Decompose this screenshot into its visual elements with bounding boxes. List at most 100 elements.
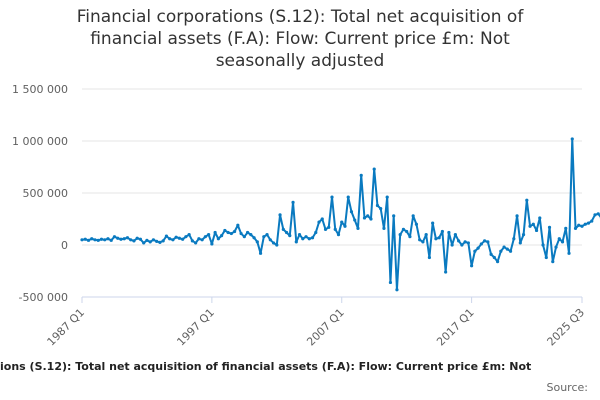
data-point[interactable] xyxy=(408,235,412,239)
data-point[interactable] xyxy=(184,235,188,239)
data-point[interactable] xyxy=(288,234,292,238)
data-point[interactable] xyxy=(203,235,207,239)
data-point[interactable] xyxy=(174,235,178,239)
data-point[interactable] xyxy=(528,224,532,228)
data-point[interactable] xyxy=(356,226,360,230)
data-point[interactable] xyxy=(577,223,581,227)
data-point[interactable] xyxy=(168,237,172,241)
data-point[interactable] xyxy=(531,222,535,226)
data-point[interactable] xyxy=(314,230,318,235)
data-point[interactable] xyxy=(453,233,457,237)
data-point[interactable] xyxy=(330,195,334,199)
data-point[interactable] xyxy=(86,238,91,242)
data-point[interactable] xyxy=(564,226,568,230)
data-point[interactable] xyxy=(145,238,149,242)
data-point[interactable] xyxy=(372,167,376,171)
data-point[interactable] xyxy=(216,237,220,241)
data-point[interactable] xyxy=(395,288,399,292)
data-point[interactable] xyxy=(181,237,185,241)
data-point[interactable] xyxy=(177,236,181,240)
data-point[interactable] xyxy=(99,237,104,241)
data-point[interactable] xyxy=(596,212,600,216)
data-point[interactable] xyxy=(346,195,350,199)
data-point[interactable] xyxy=(80,238,84,242)
data-point[interactable] xyxy=(122,237,126,241)
data-point[interactable] xyxy=(502,245,506,249)
data-point[interactable] xyxy=(255,240,259,244)
data-point[interactable] xyxy=(492,255,496,260)
data-point[interactable] xyxy=(187,233,191,237)
data-point[interactable] xyxy=(437,236,441,240)
data-point[interactable] xyxy=(473,249,477,253)
data-point[interactable] xyxy=(252,236,256,240)
data-point[interactable] xyxy=(362,216,367,220)
data-point[interactable] xyxy=(418,238,422,242)
data-point[interactable] xyxy=(366,214,370,218)
data-point[interactable] xyxy=(129,238,133,242)
data-point[interactable] xyxy=(421,240,425,244)
data-point[interactable] xyxy=(294,240,298,244)
data-point[interactable] xyxy=(317,220,321,224)
data-point[interactable] xyxy=(349,210,354,214)
data-point[interactable] xyxy=(262,235,266,239)
data-point[interactable] xyxy=(161,239,165,243)
data-point[interactable] xyxy=(398,233,402,237)
data-point[interactable] xyxy=(301,237,305,241)
data-point[interactable] xyxy=(119,237,123,241)
data-point[interactable] xyxy=(265,233,269,237)
data-point[interactable] xyxy=(460,243,464,247)
data-point[interactable] xyxy=(512,237,516,241)
data-point[interactable] xyxy=(515,214,519,218)
data-point[interactable] xyxy=(155,239,159,243)
data-point[interactable] xyxy=(245,230,250,235)
data-point[interactable] xyxy=(197,237,201,241)
data-point[interactable] xyxy=(320,217,324,221)
data-point[interactable] xyxy=(388,280,393,285)
data-point[interactable] xyxy=(275,243,279,247)
data-point[interactable] xyxy=(353,218,357,222)
data-point[interactable] xyxy=(190,239,194,243)
data-point[interactable] xyxy=(590,219,594,223)
data-point[interactable] xyxy=(327,225,331,229)
data-point[interactable] xyxy=(557,237,561,241)
data-point[interactable] xyxy=(567,251,571,255)
data-point[interactable] xyxy=(570,137,574,141)
data-point[interactable] xyxy=(486,240,490,244)
data-point[interactable] xyxy=(392,214,396,218)
data-point[interactable] xyxy=(434,237,438,241)
data-point[interactable] xyxy=(138,237,143,241)
data-point[interactable] xyxy=(444,270,448,274)
data-point[interactable] xyxy=(463,240,467,244)
data-point[interactable] xyxy=(544,255,548,260)
data-point[interactable] xyxy=(375,203,380,208)
data-point[interactable] xyxy=(369,217,373,221)
data-point[interactable] xyxy=(200,238,204,242)
data-point[interactable] xyxy=(538,216,542,220)
data-point[interactable] xyxy=(476,246,480,250)
data-point[interactable] xyxy=(411,214,415,218)
data-point[interactable] xyxy=(508,249,513,253)
data-point[interactable] xyxy=(385,195,389,199)
data-point[interactable] xyxy=(194,241,198,245)
data-point[interactable] xyxy=(164,234,169,238)
data-point[interactable] xyxy=(431,221,435,225)
data-point[interactable] xyxy=(307,237,311,241)
data-point[interactable] xyxy=(560,240,565,244)
data-point[interactable] xyxy=(586,221,591,225)
data-point[interactable] xyxy=(223,228,227,233)
data-point[interactable] xyxy=(333,227,337,231)
data-point[interactable] xyxy=(226,230,230,235)
data-point[interactable] xyxy=(83,237,87,241)
data-point[interactable] xyxy=(414,222,419,226)
data-point[interactable] xyxy=(401,227,406,231)
data-point[interactable] xyxy=(171,238,175,242)
data-point[interactable] xyxy=(323,227,328,231)
data-point[interactable] xyxy=(580,224,584,228)
data-point[interactable] xyxy=(525,198,529,202)
data-point[interactable] xyxy=(249,233,253,237)
data-point[interactable] xyxy=(483,239,487,243)
data-point[interactable] xyxy=(271,241,276,245)
data-point[interactable] xyxy=(336,233,341,237)
data-point[interactable] xyxy=(573,226,578,230)
data-point[interactable] xyxy=(233,229,237,234)
